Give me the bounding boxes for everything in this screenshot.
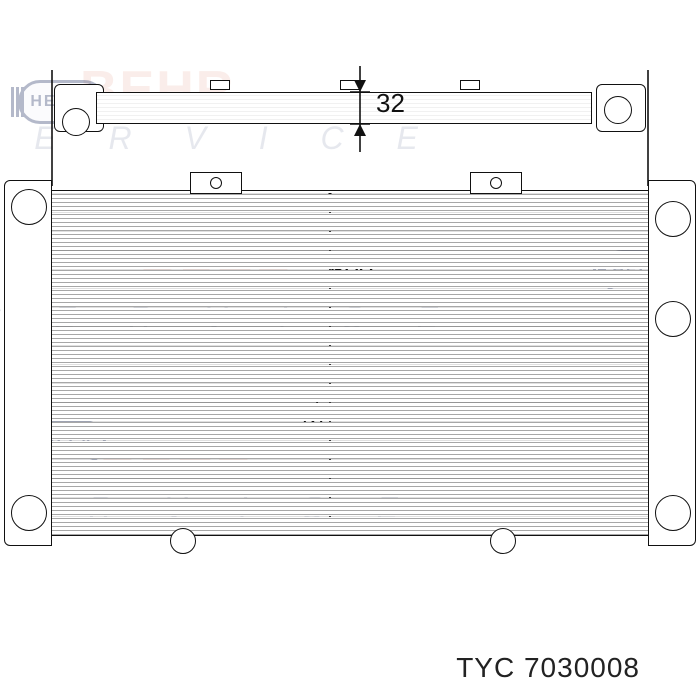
radiator-core — [50, 190, 650, 536]
mount-pin-bottom — [170, 528, 196, 554]
top-port-left — [62, 108, 90, 136]
port-icon — [11, 189, 47, 225]
top-port-right — [604, 96, 632, 124]
port-icon — [11, 495, 47, 531]
top-notch — [340, 80, 360, 90]
top-view — [60, 84, 640, 138]
top-notch — [460, 80, 480, 90]
endcap-left — [4, 180, 52, 546]
mount-tab-top — [470, 172, 522, 194]
footer-label: TYC 7030008 — [456, 652, 640, 684]
manufacturer-code: TYC — [456, 652, 515, 683]
port-icon — [655, 201, 691, 237]
port-icon — [655, 495, 691, 531]
drawing-canvas: BEHR S E R V I C E BEHR S E R V I C E BE… — [0, 0, 700, 700]
top-core — [96, 92, 592, 124]
part-number: 7030008 — [524, 652, 640, 683]
endcap-right — [648, 180, 696, 546]
mount-pin-bottom — [490, 528, 516, 554]
mount-tab-top — [190, 172, 242, 194]
port-icon — [655, 301, 691, 337]
front-view — [50, 190, 650, 536]
top-notch — [210, 80, 230, 90]
